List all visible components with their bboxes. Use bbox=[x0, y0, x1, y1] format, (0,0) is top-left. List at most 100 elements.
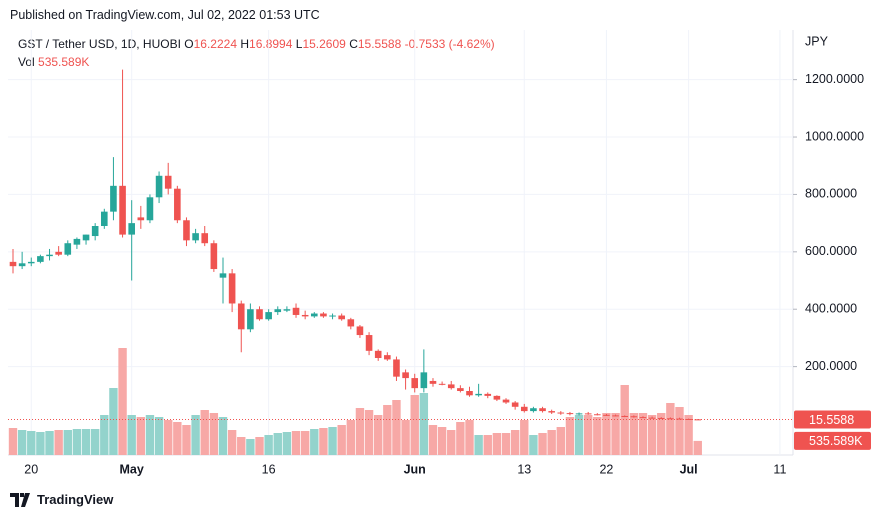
candle-body bbox=[584, 413, 592, 415]
candle-body bbox=[621, 415, 629, 417]
volume-tag bbox=[794, 431, 871, 450]
candle-body bbox=[393, 359, 400, 377]
volume-bar bbox=[27, 431, 36, 455]
volume-bar bbox=[136, 417, 146, 455]
candle-body bbox=[201, 233, 209, 244]
candle-body bbox=[511, 402, 519, 407]
volume-bar bbox=[209, 413, 219, 455]
volume-bar bbox=[657, 413, 666, 455]
legend: GST / Tether USD, 1D, HUOBI O16.2224 H16… bbox=[18, 35, 495, 71]
candle-body bbox=[402, 372, 409, 379]
volume-bar bbox=[574, 415, 584, 455]
volume-bar bbox=[182, 425, 191, 455]
candle-body bbox=[374, 350, 382, 359]
candle-body bbox=[429, 380, 437, 384]
volume-bar bbox=[227, 430, 237, 455]
volume-bar bbox=[337, 425, 346, 455]
volume-bar bbox=[218, 417, 228, 455]
volume-bar bbox=[273, 433, 282, 455]
candle-body bbox=[648, 417, 656, 419]
volume-bar bbox=[127, 415, 136, 455]
high-letter: H bbox=[240, 37, 250, 51]
candle-body bbox=[447, 384, 455, 389]
candle-body bbox=[183, 220, 190, 241]
candle-body bbox=[612, 415, 619, 417]
volume-bar bbox=[36, 432, 45, 455]
volume-bar bbox=[282, 432, 292, 455]
volume-bar bbox=[72, 429, 82, 455]
candle-body bbox=[356, 326, 364, 336]
open-letter: O bbox=[184, 37, 194, 51]
brand-logo bbox=[10, 492, 30, 507]
candle-body bbox=[557, 412, 565, 414]
candle-body bbox=[657, 417, 665, 419]
volume-bar bbox=[629, 413, 639, 455]
volume-bar bbox=[319, 428, 328, 455]
volume-tag-label: 535.589K bbox=[809, 434, 863, 448]
volume-bar bbox=[693, 440, 702, 455]
volume-bar bbox=[90, 429, 100, 455]
candle-body bbox=[639, 417, 647, 419]
candle-body bbox=[475, 393, 482, 396]
volume-bar bbox=[200, 410, 209, 455]
volume-bar bbox=[474, 435, 483, 455]
y-tick-label: 1200.0000 bbox=[805, 72, 864, 86]
volume-bar bbox=[291, 431, 301, 455]
volume-bar bbox=[611, 413, 620, 455]
x-tick-label: 22 bbox=[599, 462, 613, 476]
x-tick-label: 20 bbox=[24, 462, 38, 476]
candle-body bbox=[228, 273, 236, 304]
low-value: 15.2609 bbox=[302, 37, 346, 51]
candle-body bbox=[9, 261, 17, 267]
volume-bar bbox=[437, 427, 447, 455]
volume-bar bbox=[620, 385, 629, 455]
candle-body bbox=[274, 309, 282, 313]
published-note: Published on TradingView.com, Jul 02, 20… bbox=[10, 8, 320, 22]
volume-bar bbox=[593, 417, 602, 455]
candle-body bbox=[237, 303, 245, 330]
volume-bar bbox=[374, 415, 383, 455]
volume-bar bbox=[355, 408, 365, 455]
volume-bar bbox=[328, 427, 337, 455]
candle-body bbox=[676, 418, 683, 420]
candle-body bbox=[457, 388, 464, 392]
x-tick-label: Jul bbox=[680, 462, 698, 476]
candle-body bbox=[101, 211, 108, 226]
volume-bar bbox=[164, 420, 173, 455]
candle-body bbox=[73, 238, 81, 245]
volume-bar bbox=[556, 427, 565, 455]
close-letter: C bbox=[349, 37, 358, 51]
candle-body bbox=[575, 413, 583, 415]
candle-body bbox=[301, 314, 309, 317]
volume-bar bbox=[364, 410, 374, 455]
candle-body bbox=[247, 309, 254, 330]
x-tick-label: 16 bbox=[262, 462, 276, 476]
volume-bar bbox=[54, 430, 63, 455]
volume-bar bbox=[675, 407, 684, 455]
candle-body bbox=[174, 188, 181, 221]
price-tag bbox=[794, 410, 871, 429]
y-tick-label: 400.0000 bbox=[805, 302, 857, 316]
volume-bar bbox=[173, 422, 182, 455]
candle-body bbox=[64, 243, 72, 255]
candle-body bbox=[694, 419, 702, 421]
volume-bar bbox=[109, 388, 118, 455]
candle-body bbox=[520, 406, 528, 412]
volume-bar bbox=[538, 433, 547, 455]
chart: JPY 200.0000 400.0000 600.0000 800.0000 1000… bbox=[8, 30, 871, 476]
candle-body bbox=[256, 309, 263, 320]
volume-bar bbox=[346, 420, 356, 455]
candle-body bbox=[128, 223, 135, 235]
volume-bar bbox=[401, 420, 410, 455]
candle-body bbox=[37, 256, 44, 262]
volume-bar bbox=[154, 417, 164, 455]
volume-bar bbox=[8, 428, 18, 455]
vol-label: Vol bbox=[18, 55, 35, 69]
volume-bar bbox=[483, 435, 492, 455]
candle-body bbox=[210, 243, 218, 270]
volume-bar bbox=[520, 420, 529, 455]
vol-row: Vol 535.589K bbox=[18, 53, 495, 71]
symbol: GST / Tether USD, 1D, HUOBI bbox=[18, 37, 181, 51]
volume-bar bbox=[246, 439, 255, 455]
price-tag-label: 15.5588 bbox=[809, 413, 854, 427]
